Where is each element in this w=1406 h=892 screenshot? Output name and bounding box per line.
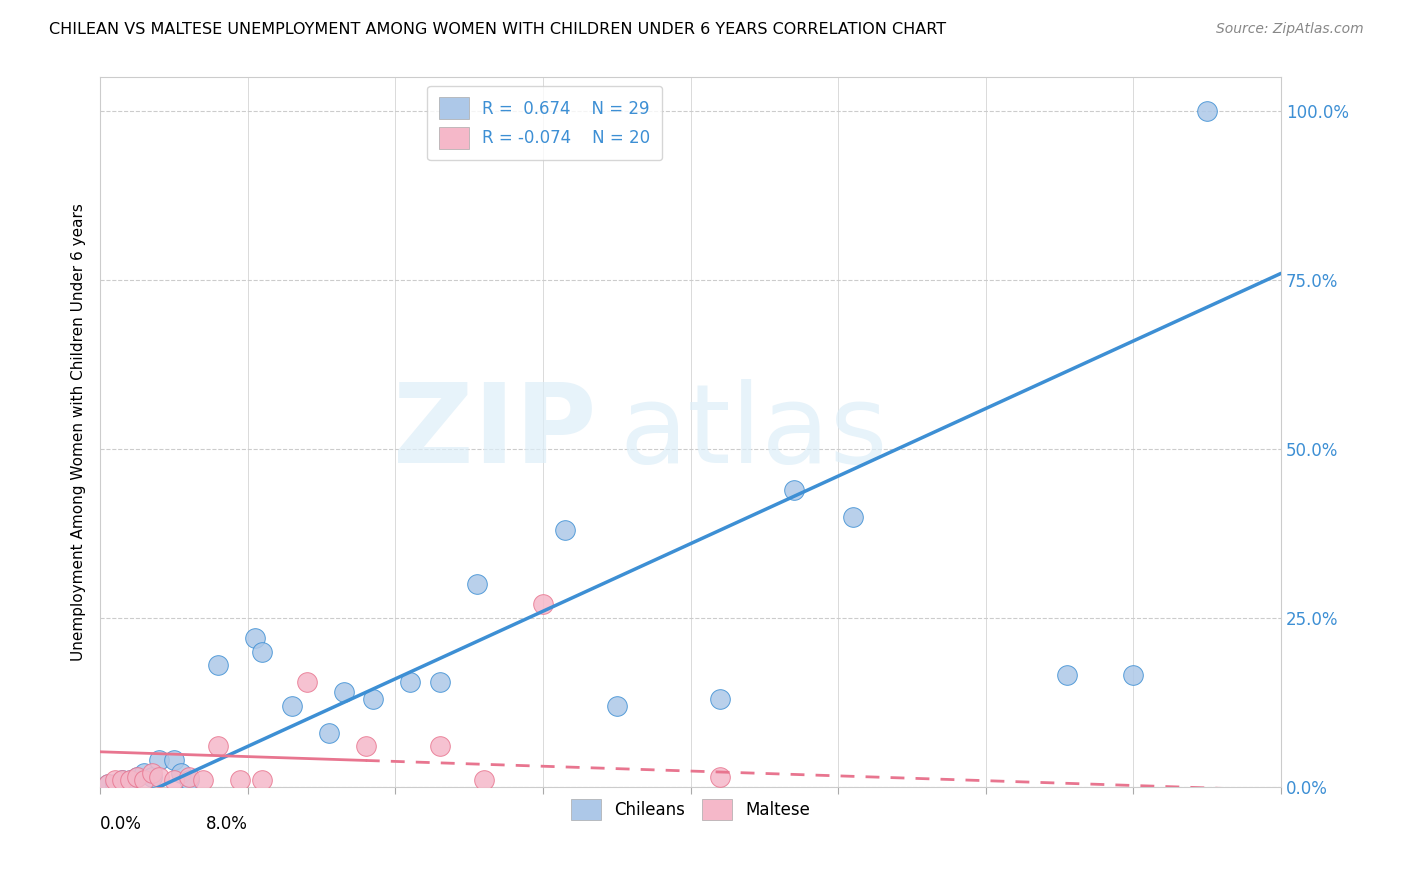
Point	[531, 598, 554, 612]
Point	[96, 776, 118, 790]
Point	[96, 776, 118, 790]
Point	[125, 770, 148, 784]
Text: atlas: atlas	[620, 379, 889, 485]
Point	[361, 692, 384, 706]
Point	[141, 766, 163, 780]
Point	[177, 770, 200, 784]
Point	[606, 698, 628, 713]
Point	[104, 773, 127, 788]
Point	[1056, 668, 1078, 682]
Point	[465, 577, 488, 591]
Point	[111, 773, 134, 788]
Point	[229, 773, 252, 788]
Point	[125, 770, 148, 784]
Legend: Chileans, Maltese: Chileans, Maltese	[562, 790, 818, 829]
Point	[207, 658, 229, 673]
Point	[207, 739, 229, 754]
Point	[170, 766, 193, 780]
Point	[104, 776, 127, 790]
Point	[709, 692, 731, 706]
Point	[1122, 668, 1144, 682]
Text: 8.0%: 8.0%	[205, 815, 247, 833]
Point	[709, 770, 731, 784]
Text: Source: ZipAtlas.com: Source: ZipAtlas.com	[1216, 22, 1364, 37]
Point	[134, 766, 156, 780]
Point	[1197, 104, 1219, 119]
Point	[252, 773, 274, 788]
Point	[281, 698, 304, 713]
Point	[554, 523, 576, 537]
Point	[163, 773, 186, 788]
Point	[429, 675, 451, 690]
Point	[842, 509, 865, 524]
Point	[177, 773, 200, 788]
Point	[332, 685, 354, 699]
Point	[472, 773, 495, 788]
Point	[193, 773, 215, 788]
Text: CHILEAN VS MALTESE UNEMPLOYMENT AMONG WOMEN WITH CHILDREN UNDER 6 YEARS CORRELAT: CHILEAN VS MALTESE UNEMPLOYMENT AMONG WO…	[49, 22, 946, 37]
Point	[134, 773, 156, 788]
Text: 0.0%: 0.0%	[100, 815, 142, 833]
Point	[118, 773, 141, 788]
Point	[429, 739, 451, 754]
Point	[783, 483, 806, 497]
Point	[118, 773, 141, 788]
Point	[148, 770, 170, 784]
Point	[111, 773, 134, 788]
Y-axis label: Unemployment Among Women with Children Under 6 years: Unemployment Among Women with Children U…	[72, 203, 86, 661]
Point	[354, 739, 377, 754]
Point	[252, 645, 274, 659]
Point	[243, 632, 266, 646]
Point	[295, 675, 318, 690]
Point	[141, 770, 163, 784]
Point	[163, 753, 186, 767]
Point	[318, 726, 340, 740]
Point	[399, 675, 422, 690]
Text: ZIP: ZIP	[392, 379, 596, 485]
Point	[148, 753, 170, 767]
